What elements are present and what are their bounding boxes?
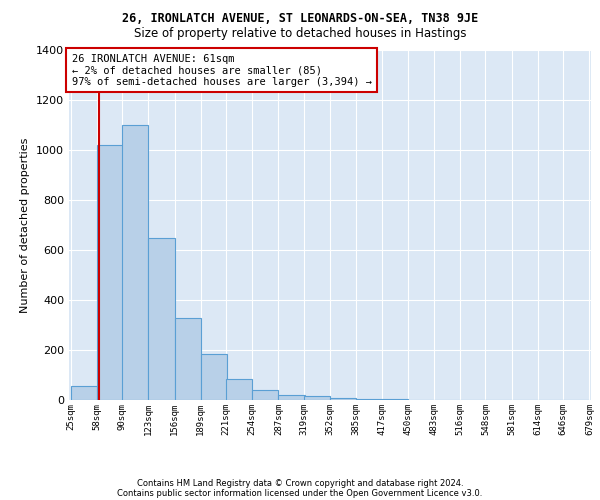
Bar: [356, 399, 382, 400]
Bar: [226, 379, 252, 400]
Bar: [97, 145, 123, 400]
Bar: [122, 125, 148, 400]
Y-axis label: Number of detached properties: Number of detached properties: [20, 138, 31, 312]
Bar: [304, 396, 330, 400]
Text: Size of property relative to detached houses in Hastings: Size of property relative to detached ho…: [134, 28, 466, 40]
Bar: [278, 394, 305, 400]
Bar: [382, 399, 408, 400]
Bar: [200, 354, 227, 400]
Text: Contains HM Land Registry data © Crown copyright and database right 2024.: Contains HM Land Registry data © Crown c…: [137, 478, 463, 488]
Text: 26 IRONLATCH AVENUE: 61sqm
← 2% of detached houses are smaller (85)
97% of semi-: 26 IRONLATCH AVENUE: 61sqm ← 2% of detac…: [71, 54, 371, 86]
Text: 26, IRONLATCH AVENUE, ST LEONARDS-ON-SEA, TN38 9JE: 26, IRONLATCH AVENUE, ST LEONARDS-ON-SEA…: [122, 12, 478, 26]
Text: Contains public sector information licensed under the Open Government Licence v3: Contains public sector information licen…: [118, 488, 482, 498]
Bar: [175, 318, 200, 400]
Bar: [71, 386, 97, 400]
Bar: [252, 390, 278, 400]
Bar: [330, 398, 356, 400]
Bar: [148, 238, 175, 400]
